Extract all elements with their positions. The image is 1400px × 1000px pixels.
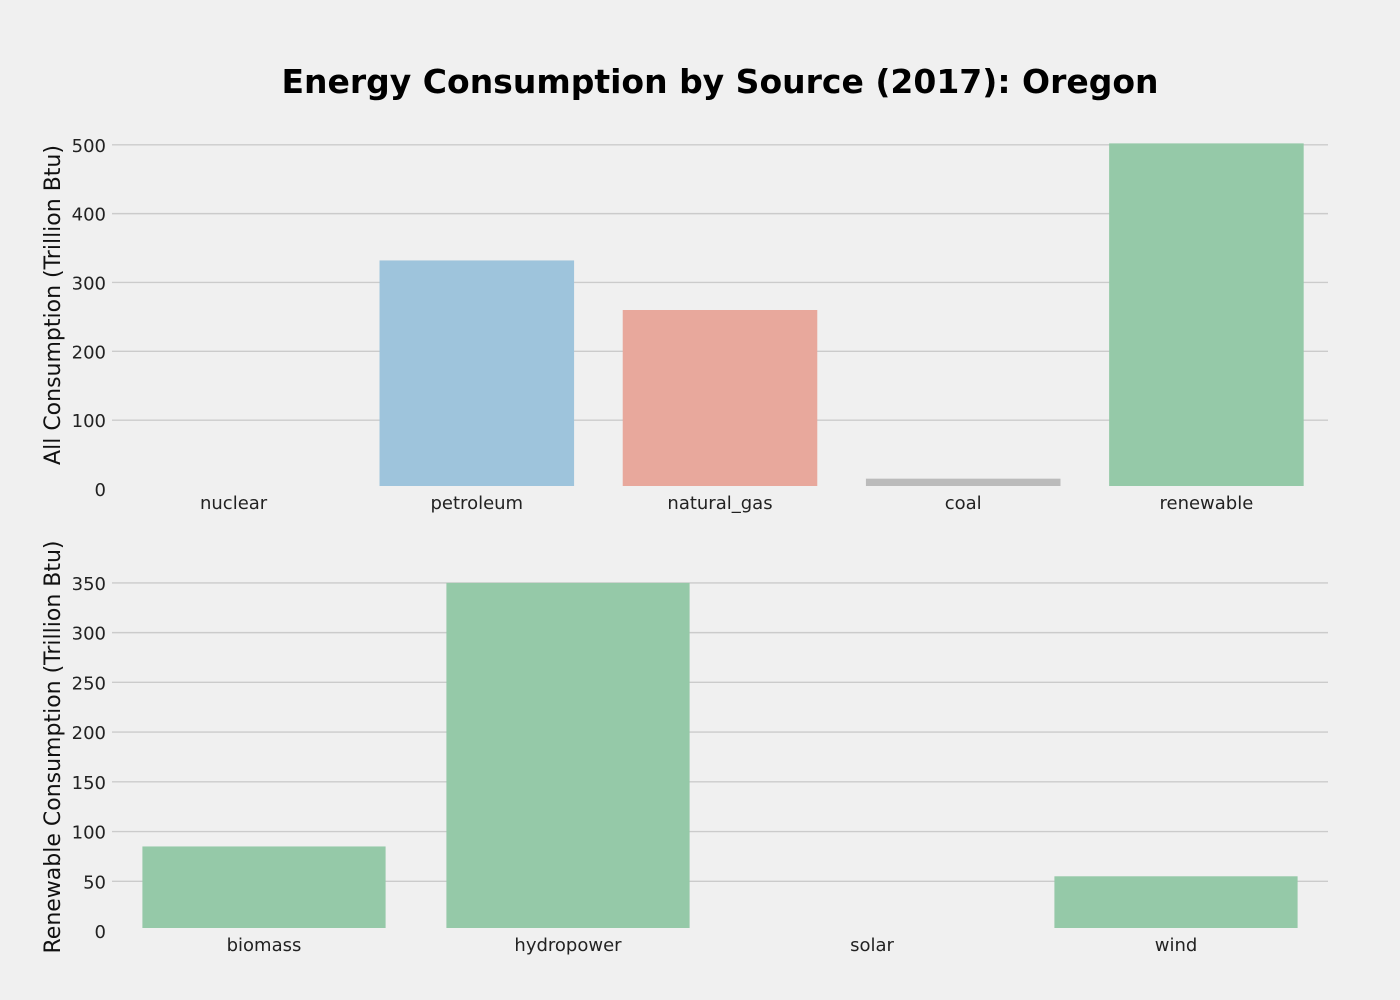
bottom-bar-wind [1054, 876, 1298, 928]
bottom-category-labels: biomass hydropower solar wind [227, 935, 1198, 956]
top-y-tick-label: 0 [95, 480, 106, 501]
top-category-labels: nuclear petroleum natural_gas coal renewable [200, 493, 1253, 514]
top-y-tick-label: 100 [72, 411, 106, 432]
bottom-y-tick-label: 0 [95, 922, 106, 943]
bottom-y-tick-label: 300 [72, 624, 106, 645]
bottom-bar-hydropower [446, 582, 690, 928]
top-y-tick-label: 400 [72, 205, 106, 226]
chart-title: Energy Consumption by Source (2017): Ore… [281, 62, 1158, 101]
top-y-axis-label: All Consumption (Trillion Btu) [41, 145, 66, 465]
bottom-bars [142, 582, 1298, 928]
top-y-tick-labels: 0 100 200 300 400 500 [72, 136, 106, 501]
bottom-category-label: solar [850, 935, 894, 956]
top-bar-coal [865, 478, 1061, 486]
bottom-y-tick-labels: 0 50 100 150 200 250 300 350 [72, 574, 106, 943]
top-category-label: natural_gas [667, 493, 772, 514]
bottom-chart: 0 50 100 150 200 250 300 350 biomass hydropower s… [41, 540, 1328, 956]
bottom-y-axis-label: Renewable Consumption (Trillion Btu) [41, 540, 66, 953]
bottom-y-tick-label: 200 [72, 723, 106, 744]
bottom-gridlines [112, 582, 1328, 882]
top-bar-renewable [1109, 143, 1304, 486]
top-bar-petroleum [379, 260, 575, 486]
top-bars [379, 143, 1304, 486]
top-category-label: petroleum [431, 493, 524, 514]
bottom-category-label: wind [1155, 935, 1198, 956]
bottom-y-tick-label: 100 [72, 823, 106, 844]
bottom-y-tick-label: 250 [72, 673, 106, 694]
top-category-label: nuclear [200, 493, 268, 514]
top-y-tick-label: 200 [72, 342, 106, 363]
bottom-category-label: biomass [227, 935, 302, 956]
bottom-y-tick-label: 350 [72, 574, 106, 595]
bottom-category-label: hydropower [514, 935, 622, 956]
bottom-y-tick-label: 150 [72, 773, 106, 794]
top-bar-natural_gas [622, 310, 818, 486]
top-y-tick-label: 300 [72, 273, 106, 294]
bottom-y-tick-label: 50 [83, 872, 106, 893]
top-y-tick-label: 500 [72, 136, 106, 157]
top-category-label: coal [945, 493, 982, 514]
top-category-label: renewable [1159, 493, 1253, 514]
bottom-bar-biomass [142, 846, 386, 928]
top-chart: 0 100 200 300 400 500 nuclear petroleum natural… [41, 136, 1328, 514]
